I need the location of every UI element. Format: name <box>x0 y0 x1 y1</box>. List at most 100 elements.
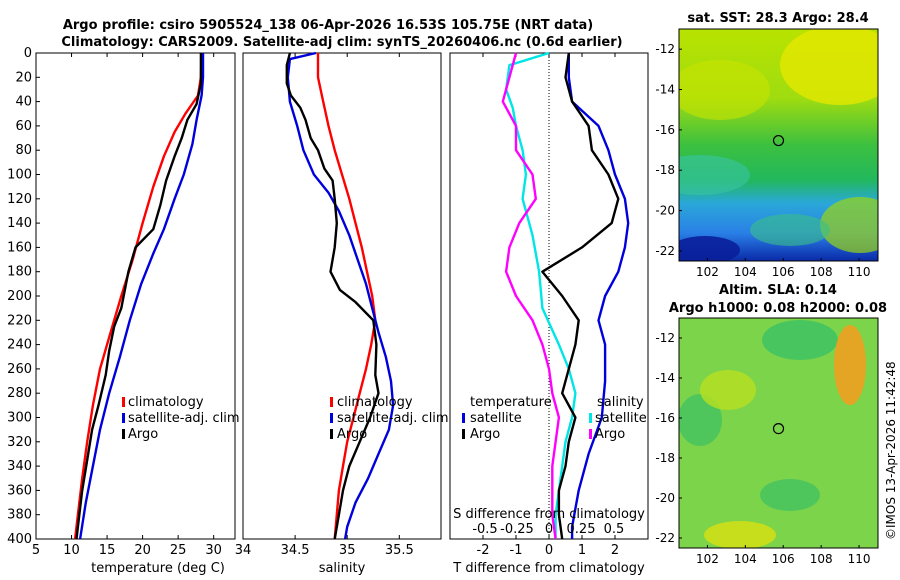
difference-x-ticks: -2 -1 0 1 2 <box>477 53 619 558</box>
x-tick-label: 0 <box>545 543 553 558</box>
map-y-tick-label: -18 <box>655 451 675 465</box>
map-x-tick-label: 106 <box>772 265 795 279</box>
map-x-tick-label: 110 <box>848 265 871 279</box>
difference-lines <box>501 51 630 540</box>
sst-cool-patch <box>750 214 830 246</box>
figure-title-line1: Argo profile: csiro 5905524_138 06-Apr-2… <box>63 18 593 33</box>
x-tick-label: 15 <box>99 543 116 558</box>
sst-cold-patch <box>679 236 740 261</box>
legend-label-t-satellite: satellite <box>470 411 522 426</box>
x-tick-label: -2 <box>477 543 490 558</box>
argo-location-marker <box>772 423 785 435</box>
legend-label-climatology: climatology <box>337 395 413 410</box>
x-tick-label: 35 <box>339 543 356 558</box>
difference-panel: -2 -1 0 1 2 S difference from climatology -0… <box>449 51 649 576</box>
legend-swatch-s-satellite <box>589 413 592 423</box>
sla-mid-patch <box>704 521 776 548</box>
series-line-climatology <box>316 53 377 540</box>
series-line-satellite-adj-clim <box>78 53 205 540</box>
sst-map-box <box>678 28 879 262</box>
legend-label-s-satellite: satellite <box>595 411 647 426</box>
y-tick-label: 260 <box>7 362 32 377</box>
series-line-argo <box>75 53 203 540</box>
map-y-tick-label: -14 <box>655 371 675 385</box>
sla-map-field <box>679 318 878 548</box>
legend-swatch-climatology <box>122 397 125 407</box>
x-tick-label: 20 <box>134 543 151 558</box>
sla-map-subtitle: Argo h1000: 0.08 h2000: 0.08 <box>669 301 887 316</box>
difference-xlabel: T difference from climatology <box>452 561 645 576</box>
sst-map-title: sat. SST: 28.3 Argo: 28.4 <box>687 11 868 26</box>
map-y-tick-label: -18 <box>655 163 675 177</box>
series-line-s-argo <box>541 52 620 540</box>
legend-label-argo: Argo <box>128 427 158 442</box>
sst-warm-patch <box>780 29 878 105</box>
sla-map-box <box>678 317 879 549</box>
sla-low-patch <box>679 394 722 446</box>
sla-low-patch <box>762 320 838 360</box>
salinity-axes-box <box>242 52 442 540</box>
y-tick-label: 280 <box>7 386 32 401</box>
sst-warm-patch <box>820 197 878 253</box>
legend-swatch-climatology <box>330 397 333 407</box>
x-tick-label: 30 <box>205 543 222 558</box>
y-tick-label: 40 <box>15 95 32 110</box>
map-x-tick-label: 108 <box>810 552 833 566</box>
legend-swatch-t-argo <box>462 429 465 439</box>
x-tick-label: 34 <box>235 543 252 558</box>
legend-label-climatology: climatology <box>128 395 204 410</box>
sst-cool-patch <box>679 155 750 195</box>
temperature-lines <box>73 52 205 540</box>
series-line-satellite-adj-clim <box>286 51 395 540</box>
legend-swatch-argo <box>330 429 333 439</box>
sst-warm-patch <box>679 60 770 120</box>
legend-swatch-satellite <box>122 413 125 423</box>
y-tick-label: 180 <box>7 265 32 280</box>
figure-title-line2: Climatology: CARS2009. Satellite-adj cli… <box>61 35 622 50</box>
s-difference-ticks: -0.5 -0.25 0 0.25 0.5 <box>472 522 624 537</box>
map-y-tick-label: -12 <box>655 331 675 345</box>
y-tick-label: 380 <box>7 508 32 523</box>
map-y-tick-label: -16 <box>655 123 675 137</box>
s-tick: 0.25 <box>567 522 596 537</box>
s-tick: -0.25 <box>500 522 534 537</box>
y-tick-label: 0 <box>24 46 32 61</box>
s-tick: 0 <box>545 522 553 537</box>
argo-location-marker <box>772 134 785 147</box>
series-line-s-satellite <box>567 53 630 539</box>
legend-swatch-s-argo <box>589 429 592 439</box>
temperature-y-ticks: 0 20 40 60 80 100 120 140 160 180 200 220 240 260 280 3… <box>7 46 40 547</box>
map-y-tick-label: -20 <box>655 204 675 218</box>
x-tick-label: 5 <box>32 543 40 558</box>
temperature-axes-box <box>35 52 236 540</box>
map-y-tick-label: -22 <box>655 244 675 258</box>
map-y-tick-label: -14 <box>655 83 675 97</box>
map-x-tick-label: 106 <box>772 552 795 566</box>
map-y-tick-label: -22 <box>655 531 675 545</box>
map-x-tick-label: 102 <box>696 265 719 279</box>
temperature-x-ticks: 5 10 15 20 25 30 <box>32 53 222 558</box>
legend-label-argo: Argo <box>337 427 367 442</box>
x-tick-label: -1 <box>510 543 523 558</box>
map-x-tick-label: 110 <box>848 552 871 566</box>
sla-map-panel: Altim. SLA: 0.14 Argo h1000: 0.08 h2000:… <box>655 283 887 566</box>
x-tick-label: 2 <box>611 543 619 558</box>
y-tick-label: 300 <box>7 411 32 426</box>
temperature-panel: 0 20 40 60 80 100 120 140 160 180 200 220 240 260 280 3… <box>7 46 239 576</box>
sla-high-patch <box>834 325 866 405</box>
x-tick-label: 35.5 <box>385 543 414 558</box>
series-line-argo <box>285 52 380 540</box>
salinity-lines <box>285 51 395 540</box>
map-y-tick-label: -20 <box>655 491 675 505</box>
temperature-xlabel: temperature (deg C) <box>91 561 225 576</box>
x-tick-label: 25 <box>170 543 187 558</box>
legend-salinity-title: salinity <box>597 395 644 410</box>
legend-label-s-argo: Argo <box>595 427 625 442</box>
y-tick-label: 360 <box>7 483 32 498</box>
map-x-tick-label: 102 <box>696 552 719 566</box>
legend-label-satellite: satellite-adj. clim <box>337 411 449 426</box>
sst-map-panel: sat. SST: 28.3 Argo: 28.4 102 104 106 108 11… <box>655 11 879 279</box>
y-tick-label: 140 <box>7 216 32 231</box>
